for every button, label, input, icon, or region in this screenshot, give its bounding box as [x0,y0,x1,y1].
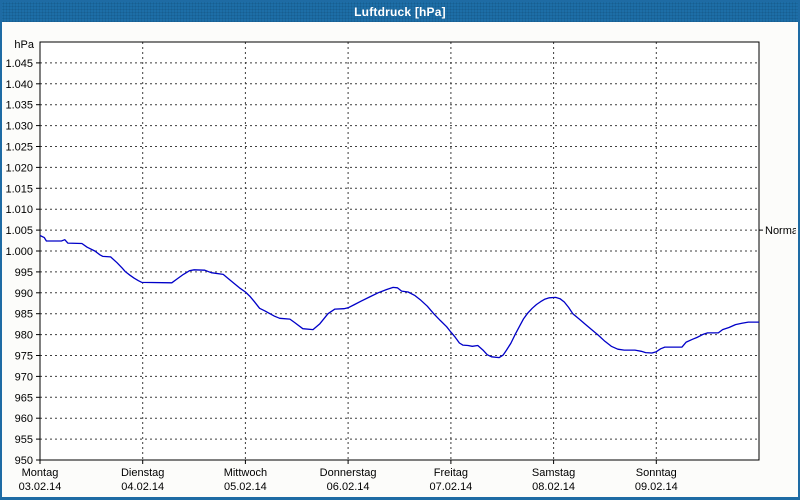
svg-text:1.000: 1.000 [5,246,33,258]
svg-text:1.045: 1.045 [5,58,33,70]
window-title: Luftdruck [hPa] [354,5,446,19]
svg-text:955: 955 [15,434,33,446]
svg-text:995: 995 [15,267,33,279]
svg-text:03.02.14: 03.02.14 [19,481,62,493]
svg-text:980: 980 [15,330,33,342]
y-axis: 1.045 1.040 1.035 1.030 1.025 1.020 1.015 1.010… [5,39,759,467]
svg-text:1.020: 1.020 [5,162,33,174]
svg-text:Sonntag: Sonntag [636,467,677,479]
svg-text:1.040: 1.040 [5,79,33,91]
svg-text:1.035: 1.035 [5,100,33,112]
pressure-line-chart: 1.045 1.040 1.035 1.030 1.025 1.020 1.015 1.010… [5,39,796,493]
svg-text:Mittwoch: Mittwoch [224,467,267,479]
x-axis: Montag 03.02.14 Dienstag 04.02.14 Mittwoch 05… [19,42,678,493]
svg-text:07.02.14: 07.02.14 [429,481,472,493]
svg-text:1.010: 1.010 [5,204,33,216]
plot-border [39,41,760,461]
svg-text:990: 990 [15,288,33,300]
svg-text:Donnerstag: Donnerstag [320,467,377,479]
svg-text:08.02.14: 08.02.14 [532,481,575,493]
svg-text:06.02.14: 06.02.14 [327,481,370,493]
svg-text:05.02.14: 05.02.14 [224,481,267,493]
svg-text:04.02.14: 04.02.14 [121,481,164,493]
chart-content: 1.045 1.040 1.035 1.030 1.025 1.020 1.015 1.010… [2,22,796,497]
svg-text:975: 975 [15,351,33,363]
svg-text:970: 970 [15,371,33,383]
svg-text:960: 960 [15,413,33,425]
svg-text:1.005: 1.005 [5,225,33,237]
window-titlebar: Luftdruck [hPa] [2,2,798,22]
svg-text:950: 950 [15,455,33,467]
svg-text:1.030: 1.030 [5,121,33,133]
plot-background [40,42,759,460]
svg-text:1.025: 1.025 [5,142,33,154]
svg-text:965: 965 [15,392,33,404]
pressure-series-line [39,234,759,359]
y-axis-unit: hPa [14,39,34,51]
svg-text:09.02.14: 09.02.14 [635,481,678,493]
svg-text:Normal: Normal [765,225,796,237]
svg-text:Freitag: Freitag [434,467,468,479]
svg-text:1.015: 1.015 [5,183,33,195]
svg-text:Montag: Montag [22,467,59,479]
svg-text:Samstag: Samstag [532,467,575,479]
normal-annotation: Normal [759,225,796,237]
svg-text:Dienstag: Dienstag [121,467,164,479]
svg-text:985: 985 [15,309,33,321]
